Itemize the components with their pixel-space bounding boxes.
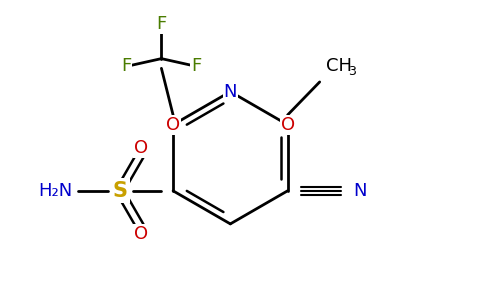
- Text: N: N: [353, 182, 366, 200]
- Text: 3: 3: [348, 65, 356, 78]
- Text: O: O: [134, 225, 148, 243]
- Text: F: F: [156, 15, 166, 33]
- Text: F: F: [191, 57, 201, 75]
- Text: O: O: [166, 116, 180, 134]
- Text: S: S: [112, 181, 127, 201]
- Text: O: O: [281, 116, 295, 134]
- Text: F: F: [121, 57, 132, 75]
- Text: O: O: [134, 139, 148, 157]
- Text: H₂N: H₂N: [39, 182, 73, 200]
- Text: N: N: [224, 83, 237, 101]
- Text: CH: CH: [327, 57, 352, 75]
